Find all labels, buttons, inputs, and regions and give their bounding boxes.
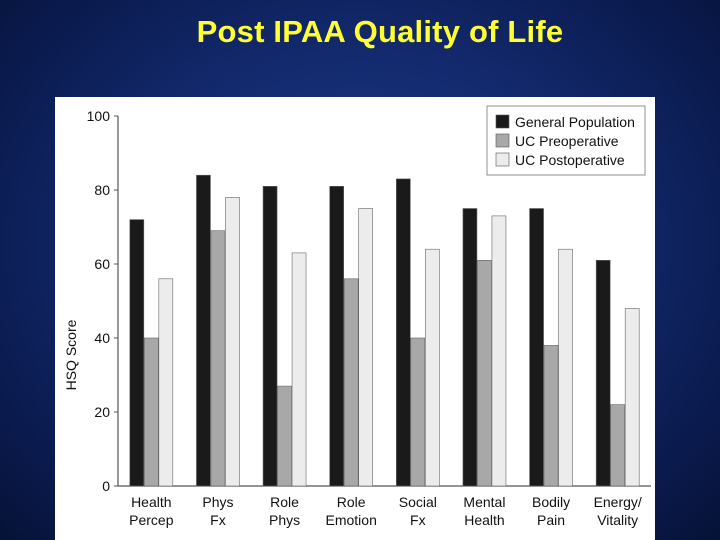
x-tick-label: Role Phys [269,494,300,528]
bar-uc-postoperative [291,252,307,487]
bar-uc-postoperative [624,308,640,487]
y-tick-label: 20 [94,404,110,420]
bar-uc-postoperative [158,278,174,487]
bar-general-population [595,260,611,487]
bar-uc-preoperative [477,260,492,487]
bar-general-population [396,178,411,487]
x-tick-label: Mental Health [463,494,505,528]
x-tick-label-line: Health [131,494,171,510]
x-tick-label: Role Emotion [326,494,377,528]
x-tick-label-line: Fx [410,512,426,528]
legend-label: UC Preoperative [515,133,619,149]
y-tick-label: 80 [94,182,110,198]
y-axis-label: HSQ Score [63,319,79,390]
legend-label: UC Postoperative [515,152,625,168]
y-tick-label: 100 [87,108,111,124]
legend-swatch [495,114,510,129]
slide-title: Post IPAA Quality of Life [196,14,564,49]
bar-uc-preoperative [410,337,426,487]
bar-uc-postoperative [558,248,573,487]
bar-general-population [462,208,478,487]
bar-uc-preoperative [343,278,359,487]
y-tick-label: 60 [94,256,110,272]
x-tick-label: Bodily Pain [532,494,570,528]
x-tick-label-line: Role [337,494,366,510]
bar-uc-preoperative [610,404,625,487]
x-tick-label-line: Health [464,512,504,528]
x-tick-label-line: Energy/ [594,494,642,510]
bar-uc-postoperative [425,248,440,487]
x-tick-label-line: Role [270,494,299,510]
bar-uc-preoperative [144,337,159,487]
legend-label: General Population [515,114,635,130]
bar-uc-preoperative [210,230,226,487]
x-tick-label-line: Pain [537,512,565,528]
x-tick-label-line: Social [399,494,437,510]
x-tick-label-line: Bodily [532,494,570,510]
y-tick-label: 0 [102,478,110,494]
x-tick-label-line: Vitality [597,512,638,528]
bar-uc-postoperative [491,215,507,487]
x-tick-label-line: Fx [210,512,226,528]
x-tick-label: Social Fx [399,494,437,528]
bar-general-population [529,208,544,487]
bar-uc-postoperative [358,208,373,487]
x-tick-label: Energy/Vitality [594,494,642,528]
legend-swatch [495,152,510,167]
legend-box [486,105,646,176]
x-tick-label: Health Percep [129,494,174,528]
bar-uc-preoperative [543,345,559,487]
bar-uc-postoperative [225,197,240,487]
bar-general-population [129,219,145,487]
x-tick-label-line: Phys [269,512,300,528]
bar-general-population [262,186,278,487]
legend-swatch [495,133,510,148]
x-tick-label: Phys Fx [202,494,233,528]
chart-panel: HSQ Score 0 20 40 60 80 100 Health Percep Phys F… [55,97,655,540]
y-tick-label: 40 [94,330,110,346]
bar-general-population [329,186,344,487]
x-tick-label-line: Percep [129,512,174,528]
bar-general-population [196,174,211,487]
x-tick-label-line: Emotion [326,512,377,528]
x-tick-label-line: Phys [202,494,233,510]
bar-uc-preoperative [277,385,292,487]
x-tick-label-line: Mental [463,494,505,510]
bar-chart: HSQ Score 0 20 40 60 80 100 Health Percep Phys F… [63,105,651,528]
